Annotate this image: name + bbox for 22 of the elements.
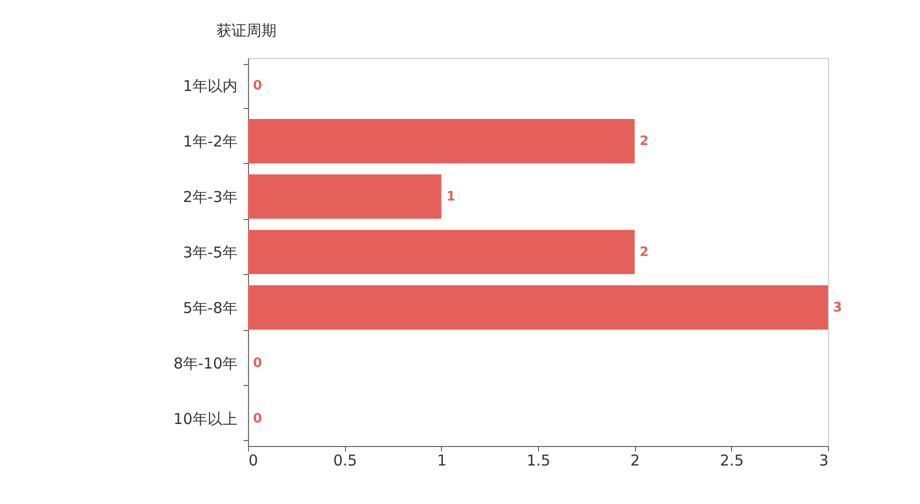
y-tick-label: 5年-8年 <box>183 298 238 317</box>
data-label: 0 <box>253 356 262 371</box>
x-tick-label: 3 <box>818 452 828 470</box>
data-label: 1 <box>446 190 456 205</box>
y-tick-label: 1年以内 <box>182 77 238 96</box>
x-tick-label: 0.5 <box>333 452 358 470</box>
x-tick-label: 0 <box>248 452 258 470</box>
y-tick-label: 1年-2年 <box>183 132 238 151</box>
y-tick-label: 10年以上 <box>173 410 238 428</box>
x-tick-label: 2 <box>630 452 640 470</box>
y-tick-label: 8年-10年 <box>173 354 238 372</box>
y-tick-label: 3年-5年 <box>183 244 238 262</box>
data-label: 2 <box>640 245 649 260</box>
data-label: 3 <box>833 300 842 316</box>
data-label: 0 <box>253 78 262 94</box>
y-axis-title: 获证周期 <box>216 22 276 40</box>
y-tick-label: 2年-3年 <box>183 188 238 206</box>
data-label: 0 <box>253 411 262 426</box>
x-tick-label: 1 <box>437 452 447 470</box>
data-label: 2 <box>640 134 649 150</box>
x-tick-label: 2.5 <box>720 452 744 470</box>
x-tick-label: 1.5 <box>526 452 550 470</box>
